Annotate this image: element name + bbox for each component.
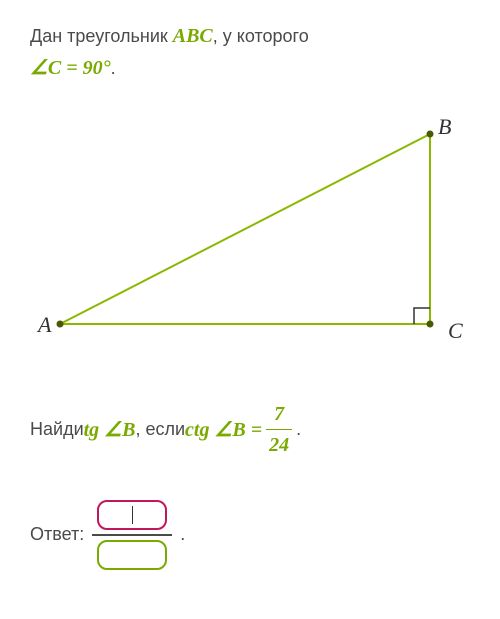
answer-numerator-input[interactable] bbox=[97, 500, 167, 530]
fraction-line bbox=[92, 534, 172, 536]
triangle-name: ABC bbox=[173, 25, 213, 47]
angle-condition: ∠C = 90° bbox=[30, 57, 111, 79]
problem-period: . bbox=[111, 58, 116, 78]
triangle-path bbox=[60, 134, 430, 324]
triangle-diagram: A B C bbox=[30, 114, 470, 359]
vertex-a-dot bbox=[57, 321, 64, 328]
answer-label: Ответ: bbox=[30, 524, 84, 545]
answer-fraction bbox=[92, 500, 172, 570]
answer-period: . bbox=[180, 524, 185, 545]
problem-statement: Дан треугольник ABC, у которого ∠C = 90°… bbox=[30, 20, 470, 84]
vertex-c-label: C bbox=[448, 318, 463, 343]
tg-expression: tg ∠B bbox=[84, 415, 136, 445]
vertex-c-dot bbox=[427, 321, 434, 328]
answer-denominator-input[interactable] bbox=[97, 540, 167, 570]
ctg-expression: ctg ∠B = bbox=[185, 415, 262, 445]
answer-row: Ответ: . bbox=[30, 500, 470, 570]
vertex-a-label: A bbox=[36, 312, 52, 337]
vertex-b-dot bbox=[427, 131, 434, 138]
frac-numerator: 7 bbox=[271, 399, 287, 429]
frac-denominator: 24 bbox=[266, 429, 292, 460]
problem-prefix: Дан треугольник bbox=[30, 26, 173, 46]
question-prefix: Найди bbox=[30, 416, 84, 443]
text-cursor-icon bbox=[132, 506, 133, 524]
vertex-b-label: B bbox=[438, 114, 451, 139]
triangle-svg: A B C bbox=[30, 114, 470, 354]
question-mid: , если bbox=[135, 416, 185, 443]
ctg-fraction: 7 24 bbox=[266, 399, 292, 460]
problem-mid: , у которого bbox=[213, 26, 309, 46]
question-text: Найди tg ∠B, если ctg ∠B = 7 24 . bbox=[30, 399, 470, 460]
question-period: . bbox=[296, 416, 301, 443]
